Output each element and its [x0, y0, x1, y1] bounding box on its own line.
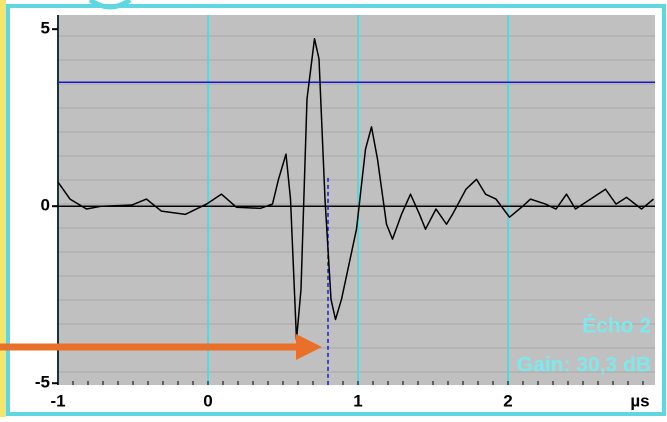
y-tick-label: 0 — [41, 196, 50, 215]
y-tick-label: 5 — [41, 19, 50, 38]
arrow — [0, 334, 322, 360]
left-strip — [0, 0, 6, 417]
plot-pattern — [58, 15, 655, 385]
y-tick-label: -5 — [35, 373, 50, 392]
plot — [52, 15, 655, 385]
x-tick-label: 1 — [353, 391, 362, 410]
annotation: Gain: 30,3 dB — [517, 354, 651, 377]
x-tick-label: 0 — [203, 391, 212, 410]
x-tick-label: 2 — [503, 391, 512, 410]
x-axis-label: µs — [630, 391, 649, 410]
x-tick-label: -1 — [50, 391, 65, 410]
decoration — [88, 0, 132, 10]
waveform — [57, 37, 654, 341]
annotation: Écho 2 — [582, 315, 651, 338]
